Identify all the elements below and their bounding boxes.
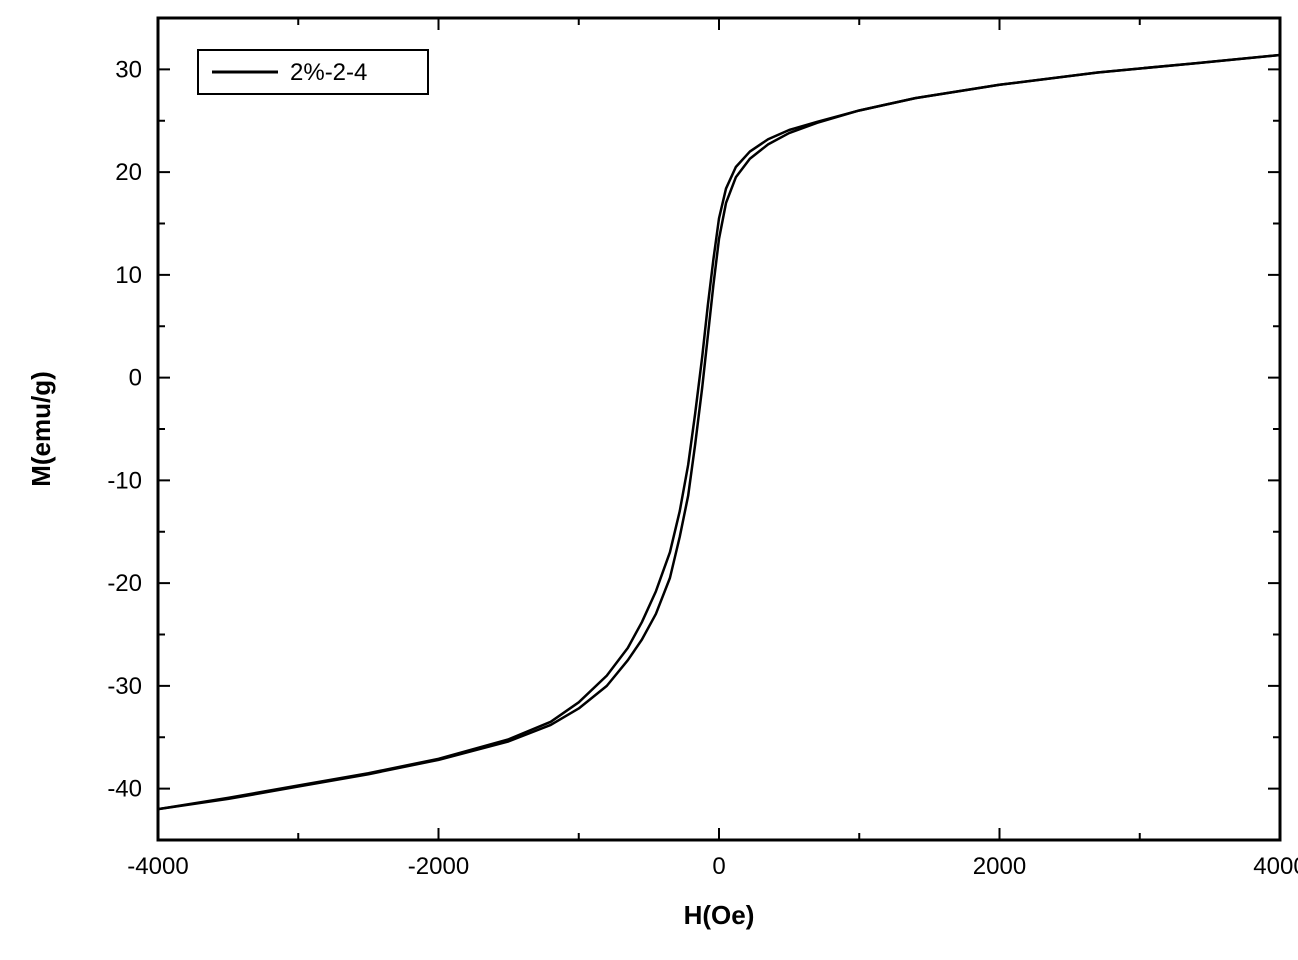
chart-svg: -4000 -2000 0 2000 4000 H(Oe) -40 -30 -20 -10 0 10 2… bbox=[0, 0, 1298, 960]
x-tick-label: -4000 bbox=[127, 853, 188, 880]
y-tick-label: 0 bbox=[129, 365, 142, 392]
y-tick-label: 20 bbox=[115, 159, 142, 186]
y-tick-label: -10 bbox=[107, 467, 142, 494]
y-tick-label: 10 bbox=[115, 262, 142, 289]
y-tick-label: 30 bbox=[115, 56, 142, 83]
x-tick-label: 4000 bbox=[1253, 853, 1298, 880]
y-tick-label: -40 bbox=[107, 776, 142, 803]
x-axis-label: H(Oe) bbox=[684, 900, 755, 930]
y-tick-label: -30 bbox=[107, 673, 142, 700]
x-tick-label: -2000 bbox=[408, 853, 469, 880]
x-tick-label: 2000 bbox=[973, 853, 1026, 880]
hysteresis-chart: -4000 -2000 0 2000 4000 H(Oe) -40 -30 -20 -10 0 10 2… bbox=[0, 0, 1298, 960]
y-tick-label: -20 bbox=[107, 570, 142, 597]
y-axis-label: M(emu/g) bbox=[26, 371, 56, 487]
legend-label: 2%-2-4 bbox=[290, 59, 367, 86]
x-tick-label: 0 bbox=[712, 853, 725, 880]
